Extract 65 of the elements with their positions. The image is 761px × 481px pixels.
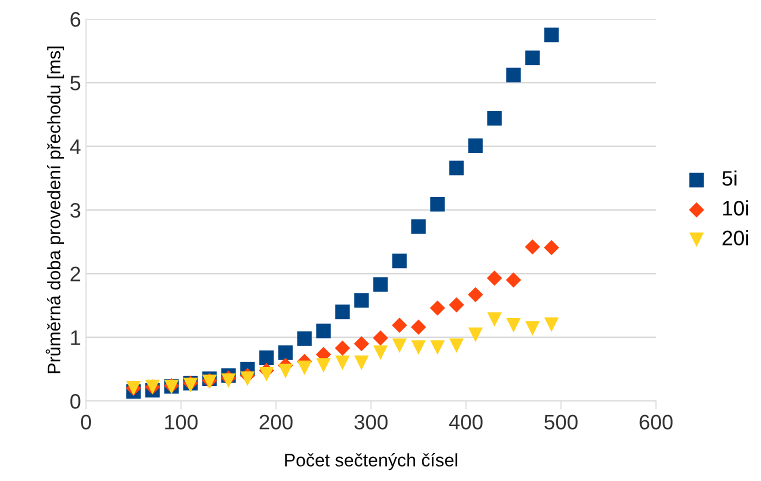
y-tick-label: 1: [71, 330, 80, 345]
point: [259, 350, 274, 365]
point: [430, 300, 446, 316]
point: [240, 371, 255, 386]
x-tick-label: 500: [544, 414, 578, 430]
y-tick-label: 0: [70, 394, 80, 409]
point: [392, 338, 407, 353]
point: [506, 272, 522, 288]
point: [316, 358, 331, 373]
point: [354, 293, 369, 308]
point: [468, 287, 484, 302]
point: [411, 340, 426, 355]
point: [335, 304, 350, 320]
point: [525, 321, 540, 336]
point: [449, 160, 464, 176]
point: [524, 239, 540, 255]
legend-label: 10i: [723, 200, 748, 216]
point: [430, 196, 445, 212]
x-tick-label: 100: [165, 414, 198, 430]
point: [544, 240, 560, 256]
point: [297, 331, 312, 346]
point: [373, 277, 388, 292]
x-tick-label: 400: [449, 414, 483, 430]
point: [468, 328, 483, 342]
point: [354, 356, 369, 370]
point: [448, 297, 464, 312]
point: [354, 336, 370, 352]
point: [449, 338, 464, 353]
point: [525, 50, 540, 66]
point: [486, 270, 502, 286]
point: [506, 318, 521, 333]
y-tick-label: 4: [70, 140, 81, 154]
y-tick-label: 5: [70, 76, 80, 90]
y-axis-title: Průměrná doba provedení přechodu [ms]: [46, 46, 64, 374]
x-tick-label: 300: [354, 414, 388, 430]
y-tick-label: 3: [70, 203, 80, 218]
point: [410, 320, 426, 335]
point: [335, 356, 350, 370]
x-axis-title: Počet sečtených čísel: [285, 453, 458, 470]
x-tick-label: 200: [260, 414, 293, 430]
legend-label: 20i: [722, 230, 748, 246]
point: [544, 317, 559, 332]
point: [373, 345, 388, 360]
point: [468, 138, 483, 153]
point: [334, 340, 350, 356]
point: [221, 373, 236, 388]
y-tick-label: 2: [70, 266, 80, 282]
y-tick-label: 6: [70, 12, 80, 27]
point: [487, 111, 502, 126]
point: [430, 340, 445, 355]
point: [544, 28, 559, 42]
legend-label: 5i: [722, 170, 736, 186]
x-tick-label: 600: [640, 414, 673, 430]
x-tick-label: 0: [81, 414, 91, 430]
point: [278, 345, 293, 360]
point: [372, 330, 388, 346]
point: [259, 366, 274, 382]
point: [411, 219, 426, 234]
point: [392, 254, 407, 268]
point: [278, 364, 293, 378]
point: [487, 312, 502, 327]
point: [392, 318, 408, 333]
point: [297, 360, 312, 376]
point: [316, 324, 331, 338]
point: [506, 68, 521, 82]
